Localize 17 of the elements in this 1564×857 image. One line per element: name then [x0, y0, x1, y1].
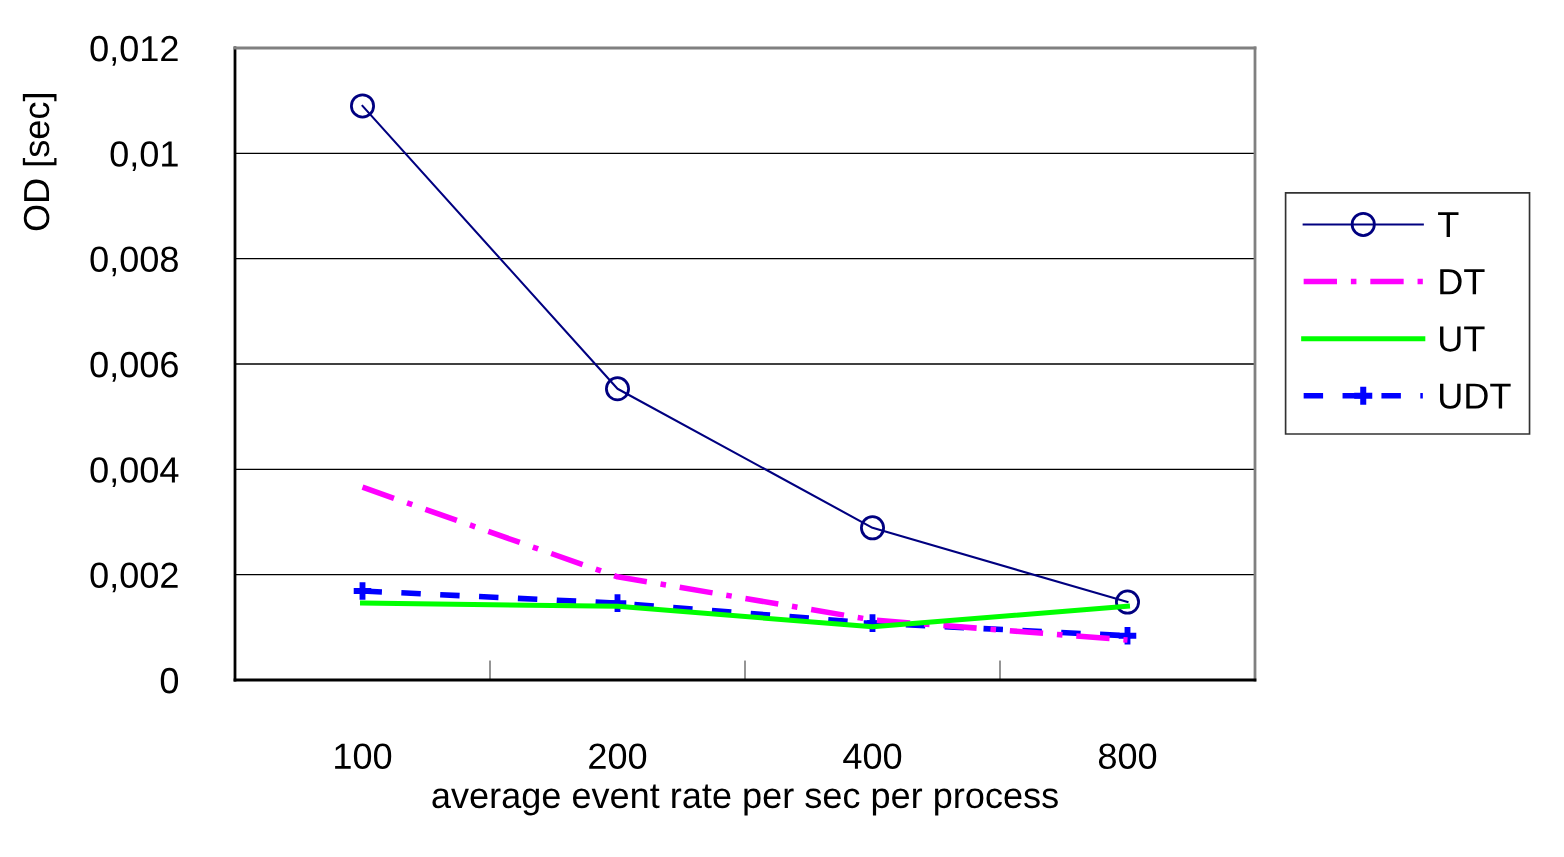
legend-label: T	[1438, 212, 1459, 238]
x-tick-label: 800	[1098, 743, 1157, 770]
x-tick-label: 200	[589, 743, 647, 770]
y-tick-label: 0	[160, 667, 179, 694]
y-axis-title: OD [sec]	[22, 94, 57, 231]
y-tick-label: 0,008	[90, 246, 178, 277]
x-tick-label: 400	[843, 743, 902, 770]
legend-label: UT	[1440, 326, 1485, 352]
y-tick-label: 0,01	[110, 141, 178, 172]
legend-label: DT	[1440, 269, 1485, 295]
y-tick-label: 0,006	[90, 351, 178, 382]
legend-label: UDT	[1440, 383, 1511, 409]
x-axis-title: average event rate per sec per process	[432, 784, 1058, 816]
x-tick-label: 100	[335, 743, 392, 770]
y-tick-label: 0,002	[90, 562, 178, 593]
y-tick-label: 0,012	[90, 35, 178, 66]
y-tick-label: 0,004	[90, 457, 179, 488]
